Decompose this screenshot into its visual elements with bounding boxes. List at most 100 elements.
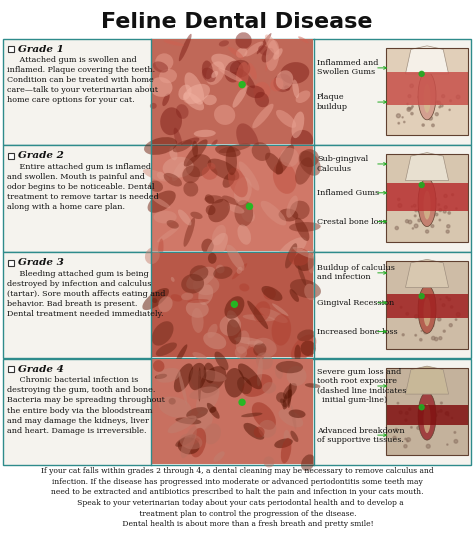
Circle shape: [446, 296, 448, 299]
Ellipse shape: [241, 413, 263, 417]
Ellipse shape: [283, 389, 292, 409]
Bar: [386, 368, 468, 455]
Text: Bleeding attached gum is being
destroyed by infection and calculus
(tartar). Sor: Bleeding attached gum is being destroyed…: [7, 269, 165, 318]
Ellipse shape: [227, 245, 245, 271]
Circle shape: [421, 330, 422, 332]
Ellipse shape: [264, 456, 274, 468]
Ellipse shape: [290, 279, 321, 298]
Circle shape: [405, 419, 407, 421]
Ellipse shape: [206, 62, 225, 85]
Text: Grade 2: Grade 2: [18, 151, 64, 160]
Ellipse shape: [198, 285, 213, 305]
Circle shape: [398, 123, 400, 124]
Text: Feline Dental Disease: Feline Dental Disease: [101, 12, 373, 32]
Ellipse shape: [272, 314, 291, 346]
Circle shape: [448, 212, 450, 214]
Ellipse shape: [236, 32, 252, 49]
Ellipse shape: [158, 296, 173, 312]
Ellipse shape: [237, 267, 243, 274]
Circle shape: [431, 425, 434, 427]
Ellipse shape: [418, 178, 436, 227]
Ellipse shape: [225, 296, 245, 319]
Circle shape: [448, 298, 451, 301]
Ellipse shape: [202, 166, 218, 180]
Circle shape: [420, 425, 422, 427]
Ellipse shape: [254, 82, 270, 100]
Ellipse shape: [160, 107, 182, 135]
Ellipse shape: [238, 161, 259, 191]
Ellipse shape: [418, 392, 436, 440]
Circle shape: [420, 297, 422, 298]
Ellipse shape: [226, 146, 237, 175]
Ellipse shape: [168, 416, 197, 433]
Text: Crestal bone loss: Crestal bone loss: [317, 218, 387, 226]
Ellipse shape: [262, 382, 276, 394]
Circle shape: [444, 194, 447, 198]
Ellipse shape: [213, 451, 225, 462]
Ellipse shape: [265, 44, 273, 71]
Circle shape: [408, 107, 410, 110]
Text: Severe gum loss and
tooth root exposure
(dashed line indicates
  initial gum-lin: Severe gum loss and tooth root exposure …: [317, 368, 406, 404]
Circle shape: [421, 430, 423, 431]
Ellipse shape: [212, 225, 226, 246]
Ellipse shape: [207, 163, 216, 170]
Ellipse shape: [227, 310, 239, 328]
Ellipse shape: [273, 161, 297, 194]
Circle shape: [451, 417, 453, 418]
Ellipse shape: [291, 405, 296, 430]
Circle shape: [395, 428, 397, 430]
Ellipse shape: [208, 199, 230, 222]
Ellipse shape: [179, 372, 187, 405]
Ellipse shape: [258, 45, 270, 56]
Ellipse shape: [266, 40, 279, 71]
Circle shape: [438, 411, 439, 413]
Ellipse shape: [233, 85, 247, 107]
Ellipse shape: [235, 346, 247, 359]
Ellipse shape: [152, 321, 173, 346]
Text: If your cat falls within grades 2 through 4, a dental cleaning may be necessary : If your cat falls within grades 2 throug…: [41, 467, 433, 529]
Ellipse shape: [181, 274, 204, 294]
Text: Buildup of calculus
and infection: Buildup of calculus and infection: [317, 264, 395, 281]
Circle shape: [447, 444, 448, 445]
Ellipse shape: [276, 110, 296, 128]
Circle shape: [398, 198, 400, 200]
Circle shape: [415, 334, 417, 336]
Circle shape: [429, 91, 431, 93]
Circle shape: [415, 210, 417, 212]
Bar: [386, 368, 468, 455]
Ellipse shape: [244, 42, 264, 57]
Ellipse shape: [273, 73, 292, 92]
Ellipse shape: [289, 222, 321, 232]
Circle shape: [408, 94, 411, 98]
Circle shape: [434, 198, 436, 200]
Bar: [3, 38, 471, 145]
Ellipse shape: [198, 370, 227, 382]
Text: Plaque
buildup: Plaque buildup: [317, 93, 348, 111]
Ellipse shape: [228, 167, 248, 197]
Bar: [152, 359, 313, 464]
Ellipse shape: [192, 352, 207, 360]
Ellipse shape: [275, 365, 283, 379]
Ellipse shape: [263, 287, 276, 300]
Circle shape: [414, 215, 416, 217]
Text: Entire attached gum is inflamed
and swollen. Mouth is painful and
odor begins to: Entire attached gum is inflamed and swol…: [7, 163, 159, 211]
Circle shape: [418, 219, 420, 222]
Circle shape: [406, 313, 409, 315]
Ellipse shape: [295, 218, 310, 241]
Ellipse shape: [190, 428, 206, 457]
Ellipse shape: [157, 172, 165, 180]
Ellipse shape: [184, 72, 204, 105]
Ellipse shape: [280, 399, 287, 407]
Ellipse shape: [237, 68, 255, 89]
Ellipse shape: [202, 60, 213, 79]
Ellipse shape: [273, 48, 283, 60]
Circle shape: [431, 336, 435, 340]
Ellipse shape: [163, 157, 194, 178]
Circle shape: [444, 206, 447, 209]
Circle shape: [440, 299, 441, 300]
Ellipse shape: [156, 342, 177, 356]
Ellipse shape: [418, 72, 436, 120]
Circle shape: [431, 311, 434, 314]
Ellipse shape: [241, 208, 255, 222]
Ellipse shape: [178, 438, 200, 447]
